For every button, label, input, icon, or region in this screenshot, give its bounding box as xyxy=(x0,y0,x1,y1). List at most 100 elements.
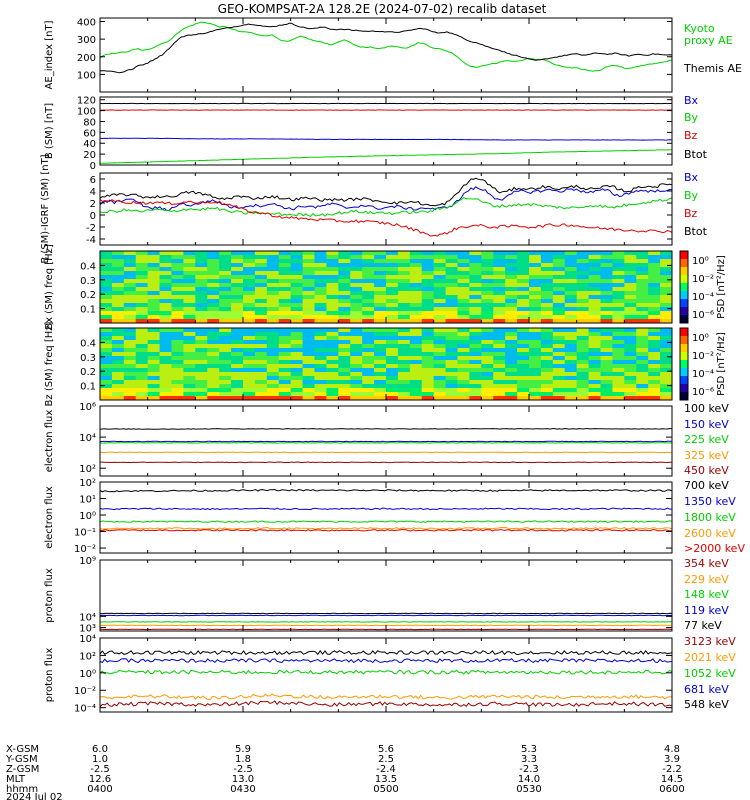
heatmap-cell xyxy=(314,283,327,288)
heatmap-cell xyxy=(409,275,423,280)
heatmap-cell xyxy=(624,303,637,308)
heatmap-cell xyxy=(326,307,339,312)
heatmap-cell xyxy=(243,360,256,365)
heatmap-cell xyxy=(421,263,435,268)
heatmap-cell xyxy=(457,340,470,345)
heatmap-cell xyxy=(588,311,601,316)
heatmap-cell xyxy=(517,271,530,276)
heatmap-cell xyxy=(278,303,292,308)
heatmap-cell xyxy=(290,368,304,373)
heatmap-cell xyxy=(314,360,327,365)
heatmap-cell xyxy=(243,332,256,337)
heatmap-cell xyxy=(588,340,601,345)
heatmap-cell xyxy=(219,303,232,308)
ephemeris-value: -2.3 xyxy=(519,764,539,775)
heatmap-cell xyxy=(588,251,601,256)
heatmap-cell xyxy=(457,275,470,280)
heatmap-cell xyxy=(135,283,149,288)
heatmap-cell xyxy=(576,392,590,397)
y-tick-label: 400 xyxy=(77,18,96,29)
heatmap-cell xyxy=(588,255,601,260)
heatmap-cell xyxy=(457,396,470,401)
heatmap-cell xyxy=(540,364,554,369)
heatmap-cell xyxy=(302,384,315,389)
heatmap-cell xyxy=(552,291,566,296)
heatmap-cell xyxy=(147,332,161,337)
heatmap-cell xyxy=(624,311,637,316)
heatmap-cell xyxy=(517,291,530,296)
heatmap-cell xyxy=(278,356,292,361)
y-tick-label: 10⁻¹ xyxy=(74,528,96,539)
heatmap-cell xyxy=(362,255,375,260)
heatmap-cell xyxy=(195,340,208,345)
heatmap-cell xyxy=(505,315,518,320)
heatmap-cell xyxy=(362,283,375,288)
heatmap-cell xyxy=(433,303,447,308)
legend-entry: 100 keV xyxy=(684,402,729,415)
heatmap-cell xyxy=(576,283,590,288)
heatmap-cell xyxy=(135,303,149,308)
heatmap-cell xyxy=(576,328,590,333)
ephemeris-row-label: Y-GSM xyxy=(5,754,38,765)
heatmap-cell xyxy=(207,336,220,341)
heatmap-cell xyxy=(564,352,578,357)
heatmap-cell xyxy=(624,336,637,341)
heatmap-cell xyxy=(540,372,554,377)
heatmap-cell xyxy=(314,255,327,260)
heatmap-cell xyxy=(624,319,637,324)
heatmap-cell xyxy=(231,340,244,345)
heatmap-cell xyxy=(564,376,578,381)
heatmap-cell xyxy=(362,352,375,357)
heatmap-cell xyxy=(421,287,435,292)
y-tick-label: 0.2 xyxy=(80,290,96,301)
heatmap-cell xyxy=(159,295,172,300)
colorbar-segment xyxy=(680,392,688,401)
heatmap-cell xyxy=(421,328,435,333)
heatmap-cell xyxy=(517,279,530,284)
heatmap-cell xyxy=(326,372,339,377)
heatmap-cell xyxy=(576,388,590,393)
heatmap-cell xyxy=(564,356,578,361)
heatmap-cell xyxy=(338,259,351,264)
heatmap-cell xyxy=(219,396,232,401)
heatmap-cell xyxy=(636,340,649,345)
heatmap-cell xyxy=(254,259,268,264)
heatmap-cell xyxy=(207,352,220,357)
heatmap-cell xyxy=(338,319,351,324)
heatmap-cell xyxy=(362,275,375,280)
heatmap-cell xyxy=(195,267,208,272)
series-line-1052-kev xyxy=(99,669,673,675)
heatmap-cell xyxy=(135,287,149,292)
heatmap-cell xyxy=(243,344,256,349)
heatmap-cell xyxy=(147,255,161,260)
heatmap-cell xyxy=(660,388,673,393)
heatmap-cell xyxy=(147,360,161,365)
heatmap-cell xyxy=(421,271,435,276)
heatmap-cell xyxy=(660,315,673,320)
heatmap-cell xyxy=(135,299,149,304)
heatmap-cell xyxy=(159,336,172,341)
heatmap-cell xyxy=(552,299,566,304)
heatmap-cell xyxy=(600,287,613,292)
heatmap-cell xyxy=(207,376,220,381)
heatmap-cell xyxy=(445,380,458,385)
heatmap-cell xyxy=(302,271,315,276)
heatmap-cell xyxy=(159,380,172,385)
heatmap-cell xyxy=(123,291,137,296)
heatmap-cell xyxy=(386,307,399,312)
colorbar-segment xyxy=(680,283,688,292)
heatmap-cell xyxy=(338,299,351,304)
heatmap-cell xyxy=(195,376,208,381)
heatmap-cell xyxy=(183,352,196,357)
heatmap-cell xyxy=(147,299,161,304)
heatmap-cell xyxy=(517,295,530,300)
heatmap-cell xyxy=(314,251,327,256)
heatmap-cell xyxy=(481,384,494,389)
heatmap-cell xyxy=(648,303,661,308)
heatmap-cell xyxy=(505,275,518,280)
heatmap-cell xyxy=(111,368,125,373)
heatmap-cell xyxy=(231,392,244,397)
heatmap-cell xyxy=(374,267,387,272)
heatmap-cell xyxy=(457,315,470,320)
heatmap-cell xyxy=(159,279,172,284)
